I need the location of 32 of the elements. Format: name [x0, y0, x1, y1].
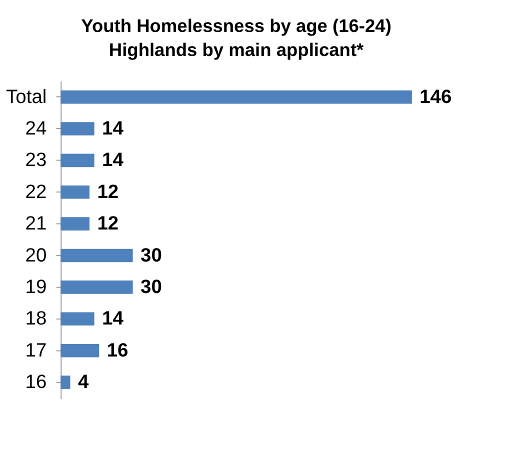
bar — [60, 280, 133, 294]
data-label: 12 — [97, 214, 119, 235]
data-label: 30 — [140, 276, 162, 298]
data-label: 4 — [78, 372, 89, 394]
data-label: 14 — [102, 150, 124, 172]
y-tick-label: 17 — [25, 340, 47, 362]
chart-title: Youth Homelessness by age (16-24) — [81, 14, 392, 36]
y-tick-label: Total — [6, 86, 47, 108]
data-label: 14 — [102, 118, 124, 140]
y-tick-label: 21 — [25, 214, 47, 235]
bar — [60, 185, 90, 199]
y-tick-label: 24 — [25, 118, 47, 140]
bar — [60, 248, 133, 262]
data-label: 146 — [420, 86, 452, 108]
bar — [60, 217, 90, 230]
y-tick-label: 20 — [25, 245, 47, 266]
data-label: 12 — [97, 182, 119, 203]
y-tick-label: 19 — [25, 276, 47, 298]
data-label: 14 — [102, 308, 124, 330]
y-tick-label: 18 — [25, 308, 47, 330]
bar — [60, 122, 94, 136]
data-label: 16 — [106, 340, 128, 362]
y-tick-label: 23 — [25, 150, 47, 172]
chart-subtitle: Highlands by main applicant* — [108, 38, 365, 60]
y-tick-label: 22 — [25, 182, 47, 203]
bar — [60, 90, 412, 104]
data-label: 30 — [140, 245, 162, 266]
y-tick-label: 16 — [25, 372, 47, 394]
bar — [60, 344, 100, 358]
bar — [60, 312, 94, 326]
bar — [60, 154, 94, 168]
bar — [60, 376, 70, 389]
